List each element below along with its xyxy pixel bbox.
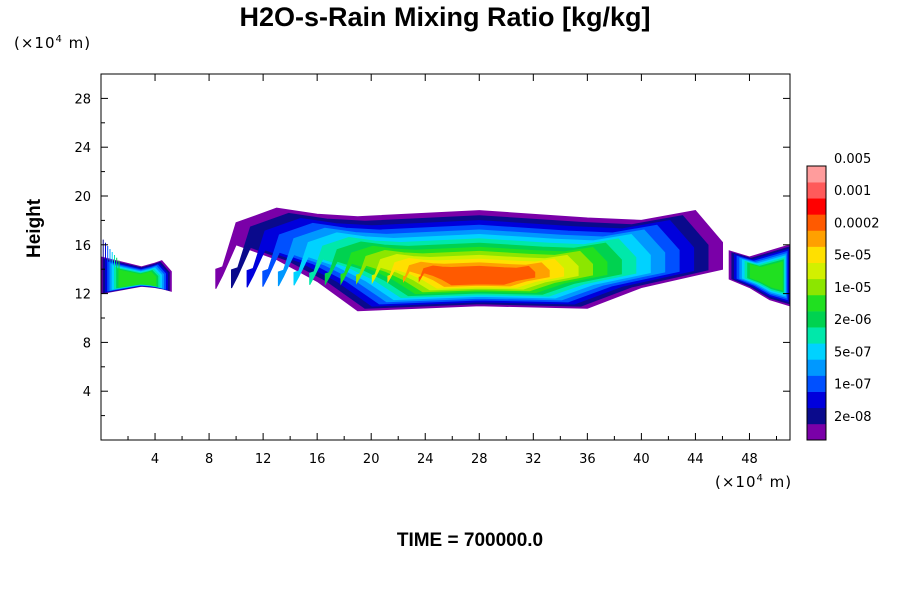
- colorbar-swatch: [807, 182, 826, 199]
- right-edge-level-8: [749, 261, 783, 291]
- colorbar-label: 0.0002: [834, 216, 880, 231]
- x-axis: 4 8 12 16 20 24 28 32 36 40 44 48: [127, 74, 777, 467]
- colorbar-swatch: [807, 230, 826, 247]
- left-edge-level-8: [118, 260, 157, 288]
- x-tick-label: 48: [741, 452, 758, 467]
- colorbar-swatch: [807, 359, 826, 376]
- colorbar-label: 1e-07: [834, 378, 872, 393]
- colorbar-label: 1e-05: [834, 281, 872, 296]
- colorbar-label: 2e-06: [834, 313, 872, 328]
- colorbar-label: 0.005: [834, 152, 871, 167]
- colorbar-swatch: [807, 423, 826, 441]
- colorbar-label: 5e-07: [834, 345, 872, 360]
- y-axis-unit: (×104 m): [14, 34, 92, 52]
- colorbar-swatch: [807, 198, 826, 215]
- colorbar-label: 0.001: [834, 184, 871, 199]
- colorbar-swatch: [807, 343, 826, 360]
- x-tick-label: 4: [151, 452, 159, 467]
- colorbar-swatch: [807, 214, 826, 231]
- main-band-level-13: [418, 265, 536, 286]
- colorbar-swatch: [807, 166, 826, 183]
- y-tick-label: 20: [74, 190, 91, 205]
- plot-frame: [100, 73, 791, 441]
- chart-title: H2O-s-Rain Mixing Ratio [kg/kg]: [239, 2, 651, 32]
- colorbar-swatch: [807, 407, 826, 425]
- time-label: TIME = 700000.0: [396, 530, 544, 551]
- x-tick-label: 24: [417, 452, 434, 467]
- colorbar-frame: [806, 165, 827, 441]
- x-tick-label: 28: [471, 452, 488, 467]
- y-tick-label: 24: [74, 141, 91, 156]
- y-tick-label: 12: [74, 288, 91, 303]
- colorbar-swatch: [807, 311, 826, 328]
- x-tick-label: 20: [363, 452, 380, 467]
- mixing-ratio-field: [101, 207, 790, 312]
- colorbar-swatch: [807, 375, 826, 392]
- x-tick-label: 12: [255, 452, 272, 467]
- x-axis-unit: (×104 m): [715, 473, 793, 491]
- colorbar-swatch: [807, 278, 826, 296]
- colorbar-swatch: [807, 391, 826, 409]
- y-tick-label: 28: [74, 92, 91, 107]
- colorbar: 2e-08 1e-07 5e-07 2e-06 1e-05 5e-05 0.0002 0.00…: [806, 152, 880, 441]
- colorbar-swatch: [807, 294, 826, 312]
- colorbar-label: 5e-05: [834, 249, 872, 264]
- colorbar-label: 2e-08: [834, 410, 872, 425]
- x-tick-label: 36: [579, 452, 596, 467]
- y-tick-label: 4: [83, 385, 91, 400]
- y-tick-label: 8: [83, 336, 91, 351]
- colorbar-swatch: [807, 262, 826, 280]
- colorbar-swatch: [807, 327, 826, 344]
- x-tick-label: 32: [525, 452, 542, 467]
- x-tick-label: 40: [633, 452, 650, 467]
- x-tick-label: 8: [205, 452, 213, 467]
- x-tick-label: 16: [309, 452, 326, 467]
- y-axis: 4 8 12 16 20 24 28: [74, 92, 790, 417]
- colorbar-swatch: [807, 246, 826, 264]
- x-tick-label: 44: [687, 452, 704, 467]
- y-tick-label: 16: [74, 239, 91, 254]
